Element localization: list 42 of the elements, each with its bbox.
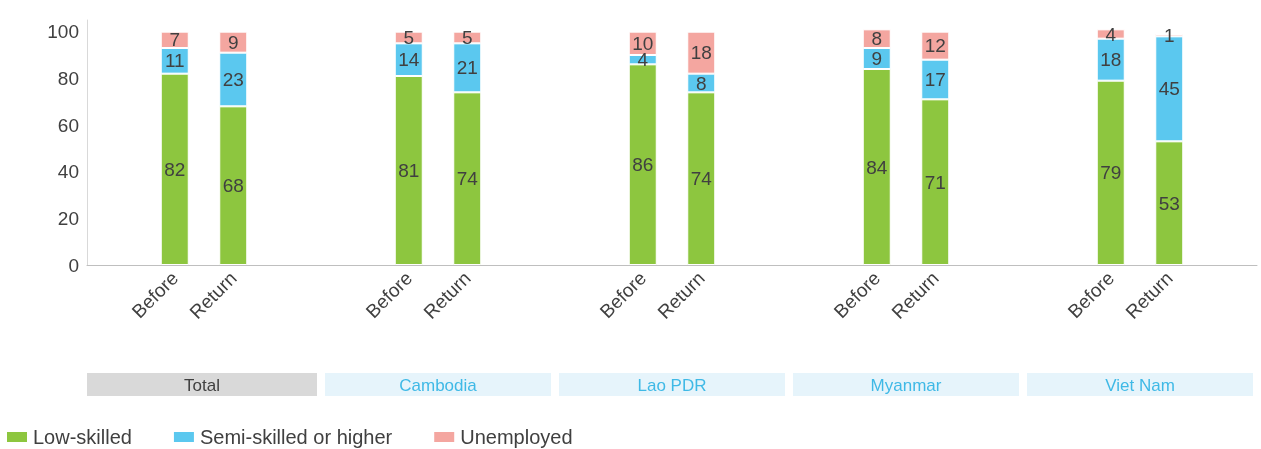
data-label: 45 [1158, 78, 1180, 100]
data-label: 5 [403, 27, 415, 48]
text: Cambodia [399, 375, 478, 395]
data-label: 21 [456, 57, 478, 79]
data-label: 5 [461, 27, 473, 48]
data-label: 53 [1158, 192, 1180, 214]
legend-label: Unemployed [460, 426, 573, 448]
y-tick-label: 100 [47, 21, 79, 43]
data-label: 9 [871, 48, 883, 69]
data-label: 14 [398, 49, 420, 71]
data-label: 8 [695, 72, 707, 94]
data-label: 9 [227, 31, 239, 53]
data-label: 11 [164, 50, 185, 72]
data-label: 74 [456, 168, 479, 190]
y-tick-label: 0 [68, 254, 79, 276]
data-label: 12 [924, 35, 946, 57]
data-label: 4 [1105, 23, 1117, 45]
text: Total [184, 375, 220, 395]
data-label: 71 [924, 171, 946, 193]
data-label: 8 [871, 28, 883, 50]
y-tick-label: 60 [57, 114, 79, 136]
y-tick-label: 40 [57, 161, 79, 183]
data-label: 74 [690, 168, 713, 190]
text: Myanmar [870, 375, 942, 395]
data-label: 68 [222, 175, 244, 197]
data-label: 79 [1100, 162, 1122, 184]
data-label: 84 [866, 156, 888, 178]
data-label: 82 [164, 158, 186, 180]
text: Viet Nam [1105, 375, 1175, 395]
y-tick-label: 80 [57, 67, 79, 89]
data-label: 18 [1100, 49, 1122, 71]
data-label: 18 [690, 42, 712, 64]
y-tick-label: 20 [57, 207, 79, 229]
data-label: 7 [169, 29, 181, 51]
data-label: 23 [222, 69, 244, 90]
legend-label: Low-skilled [33, 426, 132, 448]
legend-label: Semi-skilled or higher [199, 426, 393, 448]
data-label: 17 [924, 69, 946, 90]
data-label: 81 [398, 160, 420, 181]
text: Lao PDR [637, 375, 707, 395]
data-label: 10 [632, 32, 654, 54]
data-label: 86 [632, 154, 654, 176]
